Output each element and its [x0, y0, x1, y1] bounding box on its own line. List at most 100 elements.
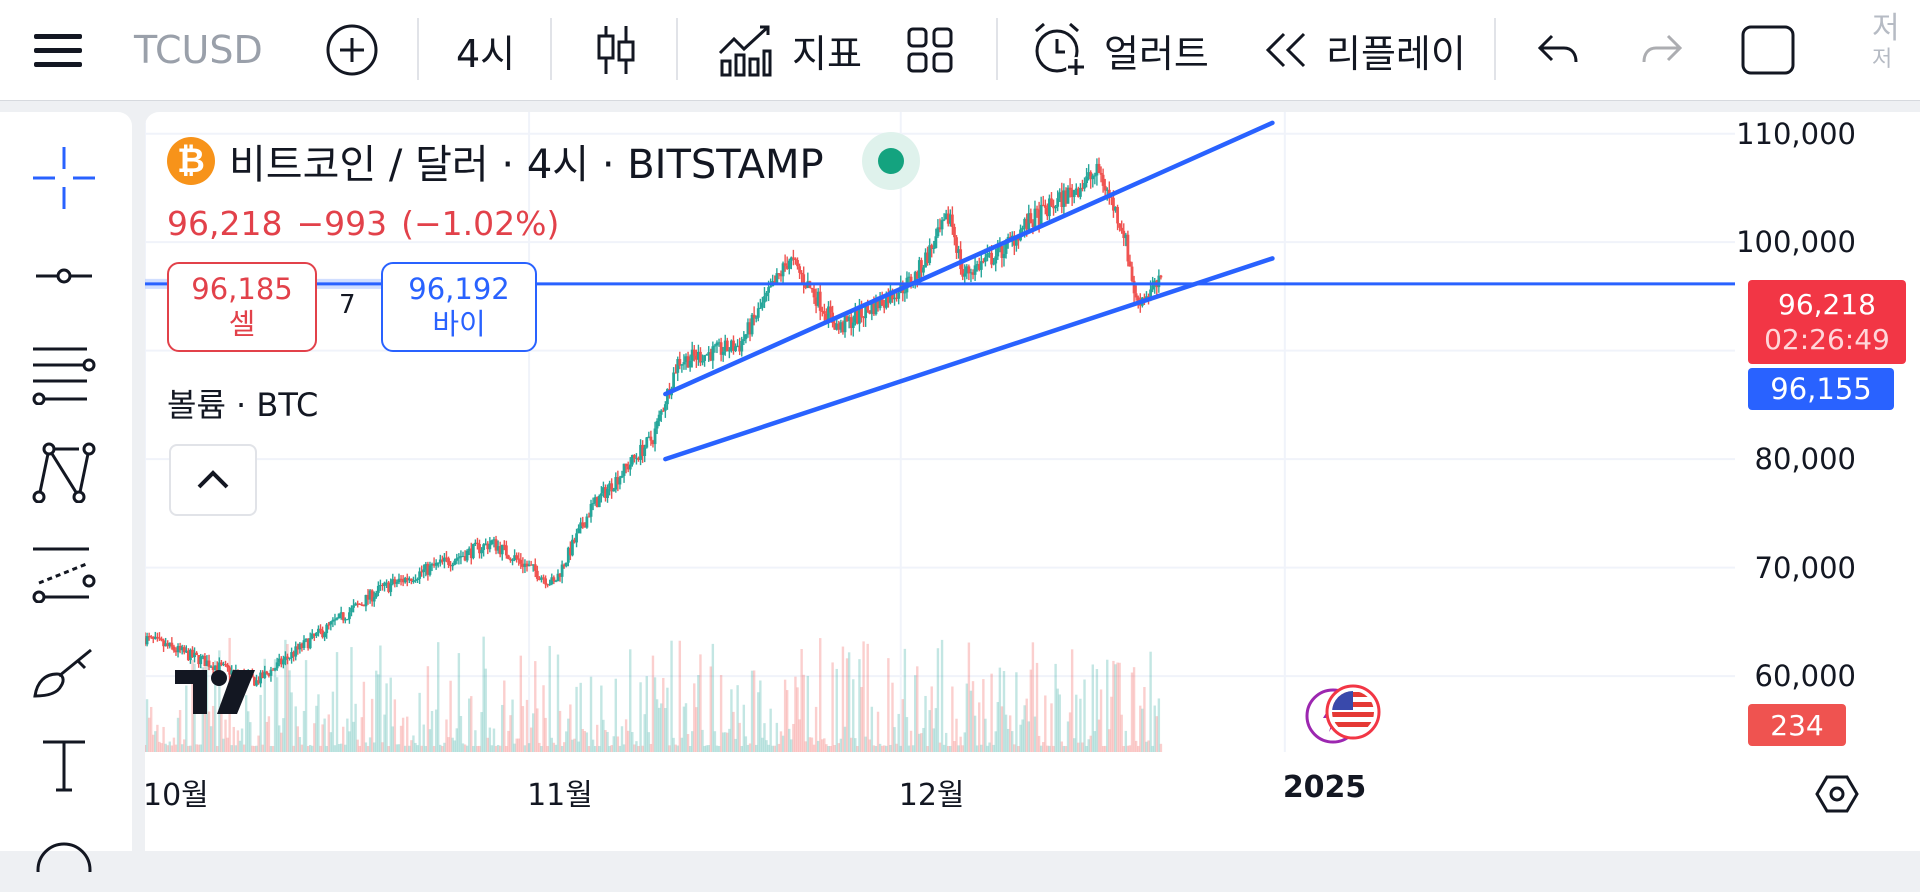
- volume-bar: [389, 677, 392, 752]
- trend-line-tool-icon[interactable]: [22, 236, 106, 316]
- volume-bar: [280, 732, 283, 752]
- volume-bar: [420, 745, 423, 752]
- candle-body: [186, 650, 190, 661]
- volume-bar: [849, 737, 853, 752]
- candle-body: [833, 323, 837, 330]
- volume-bar: [377, 674, 380, 752]
- volume-bar: [876, 711, 880, 752]
- candle-body: [802, 274, 806, 285]
- volume-bar: [505, 746, 508, 752]
- volume-bar: [978, 702, 981, 752]
- volume-bar: [325, 745, 328, 752]
- undo-icon[interactable]: [1536, 22, 1580, 78]
- volume-bar: [542, 685, 545, 752]
- pattern-tool-icon[interactable]: [22, 432, 106, 512]
- candle-body: [263, 671, 267, 678]
- candle-body: [279, 658, 283, 665]
- candle-body: [319, 628, 322, 631]
- volume-bar: [738, 722, 741, 752]
- candle-body: [428, 565, 432, 575]
- candle-body: [403, 577, 407, 583]
- redo-icon[interactable]: [1640, 22, 1684, 78]
- volume-bar: [1087, 739, 1090, 752]
- candle-style-icon[interactable]: [592, 22, 640, 78]
- candle-body: [872, 303, 876, 315]
- sell-button[interactable]: 96,185 셀: [167, 262, 317, 352]
- candle-body: [269, 669, 273, 676]
- candle-body: [953, 226, 956, 238]
- candle-body: [915, 272, 919, 279]
- volume-bar: [769, 708, 772, 752]
- brush-tool-icon[interactable]: [22, 632, 106, 712]
- chart-grid: [145, 112, 1735, 752]
- candle-body: [884, 295, 888, 308]
- forecast-tool-icon[interactable]: [22, 532, 106, 612]
- candle-body: [172, 646, 176, 651]
- volume-bar: [1019, 724, 1022, 752]
- volume-bar: [1070, 649, 1074, 752]
- candle-body: [312, 633, 316, 636]
- candle-body: [548, 584, 552, 586]
- volume-bar: [1089, 735, 1092, 752]
- volume-legend[interactable]: 볼륨 · BTC: [167, 386, 319, 424]
- volume-bar: [705, 745, 708, 752]
- volume-bar: [1147, 740, 1150, 752]
- more-tools-icon[interactable]: [22, 812, 106, 892]
- volume-bar: [447, 737, 450, 752]
- economic-events-icon[interactable]: [1303, 684, 1383, 744]
- interval-button[interactable]: 4시: [456, 31, 516, 76]
- volume-bar: [443, 742, 446, 752]
- volume-bar: [614, 678, 617, 752]
- volume-bar: [255, 745, 258, 752]
- save-status[interactable]: 저 저: [1872, 11, 1900, 72]
- crosshair-icon[interactable]: [22, 138, 106, 218]
- text-tool-icon[interactable]: [22, 726, 106, 806]
- chart-panel[interactable]: ₿ 비트코인 / 달러 · 4시 · BITSTAMP 96,218 −993 (−…: [145, 112, 1920, 851]
- candle-body: [628, 464, 632, 470]
- candle-body: [498, 546, 502, 555]
- candle-body: [374, 592, 378, 598]
- candle-body: [709, 352, 713, 361]
- volume-bar: [507, 730, 510, 752]
- chart-legend[interactable]: ₿ 비트코인 / 달러 · 4시 · BITSTAMP: [167, 132, 920, 190]
- candle-body: [1031, 223, 1035, 227]
- volume-bar: [304, 660, 308, 752]
- volume-bar: [666, 687, 669, 752]
- candle-body: [360, 604, 364, 606]
- volume-bar: [701, 729, 704, 752]
- buy-button[interactable]: 96,192 바이: [381, 262, 537, 352]
- add-symbol-icon[interactable]: [324, 22, 380, 78]
- volume-bar: [883, 745, 886, 752]
- replay-button[interactable]: 리플레이: [1262, 22, 1466, 78]
- volume-bar: [453, 740, 456, 752]
- volume-bar: [366, 745, 370, 752]
- candle-body: [715, 342, 719, 346]
- market-status-icon[interactable]: [861, 132, 920, 190]
- collapse-legend-button[interactable]: [169, 444, 257, 516]
- volume-bar: [478, 745, 481, 752]
- layout-grid-icon[interactable]: [906, 22, 954, 78]
- candle-body: [649, 436, 653, 441]
- fib-retracement-icon[interactable]: [22, 334, 106, 414]
- indicators-button[interactable]: 지표: [716, 22, 862, 78]
- settings-hexagon-icon: [1815, 775, 1859, 813]
- chart-settings-button[interactable]: [1809, 768, 1865, 820]
- fullscreen-icon[interactable]: [1740, 22, 1796, 78]
- volume-bar: [748, 743, 752, 752]
- volume-bar: [344, 744, 347, 752]
- volume-bar: [998, 667, 1002, 752]
- candle-body: [488, 544, 492, 550]
- volume-bar: [375, 670, 378, 752]
- buy-price: 96,192: [408, 272, 510, 307]
- candle-body: [1134, 293, 1138, 298]
- candle-body: [560, 564, 564, 577]
- alert-button[interactable]: 얼러트: [1030, 22, 1209, 78]
- symbol-search[interactable]: TCUSD: [134, 28, 263, 72]
- volume-bar: [282, 718, 285, 752]
- volume-bar: [1002, 671, 1006, 752]
- volume-bar: [437, 642, 440, 752]
- volume-bar: [1124, 730, 1128, 752]
- volume-bar: [600, 685, 603, 752]
- menu-icon[interactable]: [30, 22, 86, 78]
- volume-bar: [715, 745, 719, 752]
